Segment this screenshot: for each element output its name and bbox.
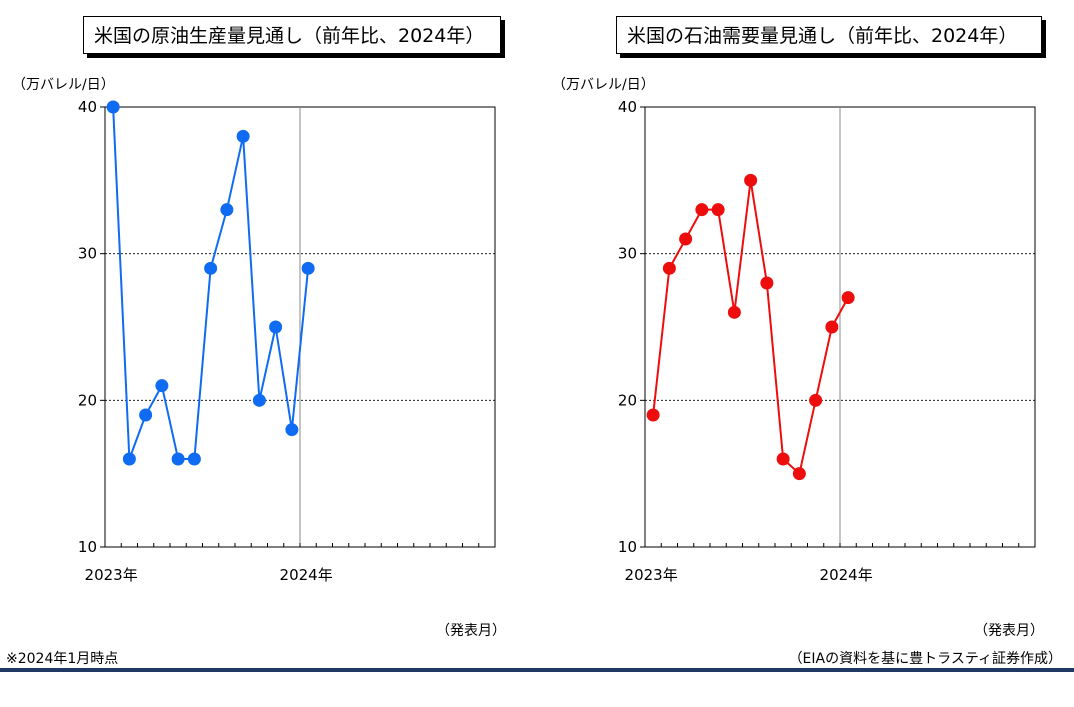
x-tick-label: 2024年 xyxy=(280,566,333,584)
oil-demand-chart: 10 20 30 40 2023年 2024年 xyxy=(618,98,1036,584)
data-point xyxy=(236,129,250,143)
y-axis-unit-left: （万バレル/日） xyxy=(12,77,115,93)
data-point xyxy=(760,276,774,290)
y-tick-label: 10 xyxy=(618,538,637,556)
data-point xyxy=(220,203,234,217)
data-point xyxy=(155,379,169,393)
data-point xyxy=(646,408,660,422)
data-point xyxy=(122,452,136,466)
data-point xyxy=(106,100,120,114)
data-point xyxy=(679,232,693,246)
x-tick-label: 2023年 xyxy=(625,566,678,584)
y-axis-unit-right: （万バレル/日） xyxy=(552,77,655,93)
data-point xyxy=(809,393,823,407)
x-axis-note-right: （発表月） xyxy=(974,623,1044,639)
data-point xyxy=(792,467,806,481)
y-tick-label: 10 xyxy=(78,538,97,556)
data-point xyxy=(139,408,153,422)
y-tick-label: 40 xyxy=(78,98,97,116)
series-line xyxy=(112,106,310,460)
series-line xyxy=(652,180,849,476)
footnote: ※2024年1月時点 xyxy=(6,651,119,667)
y-tick-label: 30 xyxy=(618,245,637,263)
source-note: （EIAの資料を基に豊トラスティ証券作成） xyxy=(788,651,1062,667)
data-point xyxy=(841,291,855,305)
data-point xyxy=(825,320,839,334)
chart-title-crude-production: 米国の原油生産量見通し（前年比、2024年） xyxy=(83,16,501,54)
bottom-divider xyxy=(0,668,1074,672)
data-point xyxy=(776,452,790,466)
data-point xyxy=(744,173,758,187)
data-point xyxy=(711,203,725,217)
data-point xyxy=(301,261,315,275)
data-point xyxy=(695,203,709,217)
chart-title-oil-demand: 米国の石油需要量見通し（前年比、2024年） xyxy=(616,16,1042,54)
x-tick-label: 2024年 xyxy=(820,566,873,584)
data-point xyxy=(187,452,201,466)
data-point xyxy=(171,452,185,466)
y-tick-label: 20 xyxy=(618,391,637,409)
data-point xyxy=(269,320,283,334)
x-axis-note-left: （発表月） xyxy=(436,623,506,639)
data-point xyxy=(727,305,741,319)
data-point xyxy=(662,261,676,275)
data-point xyxy=(252,393,266,407)
y-tick-label: 30 xyxy=(78,245,97,263)
x-tick-label: 2023年 xyxy=(85,566,138,584)
data-point xyxy=(285,423,299,437)
y-tick-label: 20 xyxy=(78,391,97,409)
crude-production-chart: 10 20 30 40 2023年 2024年 xyxy=(78,98,496,584)
data-point xyxy=(204,261,218,275)
y-tick-label: 40 xyxy=(618,98,637,116)
